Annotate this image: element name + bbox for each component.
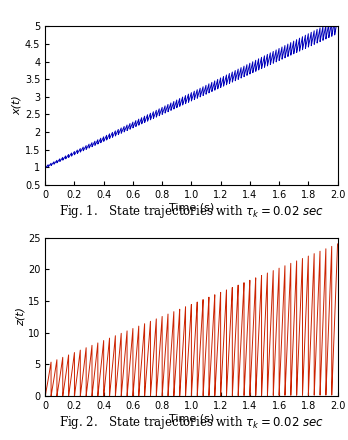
X-axis label: Time (s): Time (s) [169,202,214,213]
Text: Fig. 1.   State trajectories with $\tau_k = 0.02$ $sec$: Fig. 1. State trajectories with $\tau_k … [59,203,324,220]
Text: Fig. 2.   State trajectories with $\tau_k = 0.02$ $sec$: Fig. 2. State trajectories with $\tau_k … [59,414,324,431]
Y-axis label: z(t): z(t) [15,307,25,326]
Y-axis label: x(t): x(t) [12,96,22,115]
X-axis label: Time (s): Time (s) [169,414,214,424]
